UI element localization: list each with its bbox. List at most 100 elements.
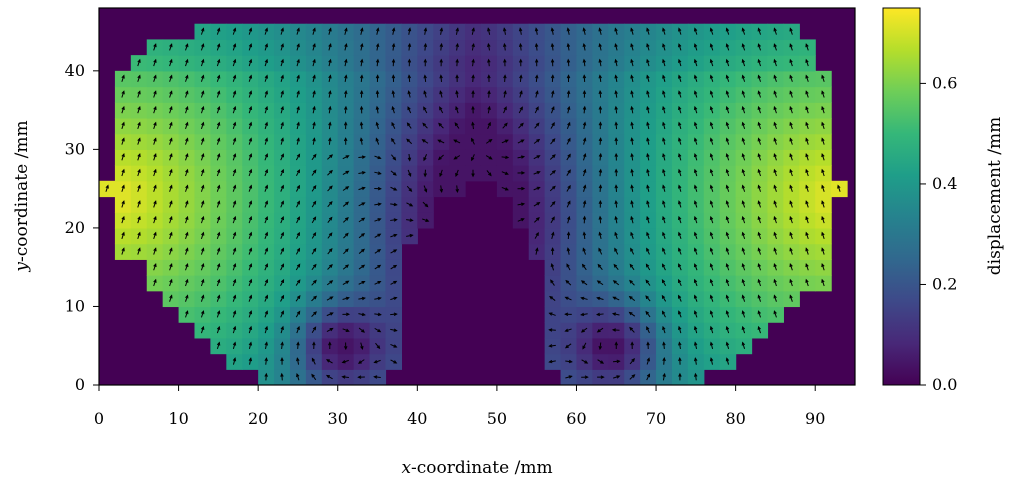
quiver-arrow [342, 296, 350, 301]
quiver-arrow [264, 372, 268, 381]
quiver-arrow [773, 105, 777, 114]
quiver-arrow [342, 201, 350, 207]
quiver-arrow [725, 90, 730, 98]
quiver-arrow [757, 74, 762, 82]
quiver-arrow [421, 139, 429, 144]
quiver-arrow [359, 121, 364, 130]
quiver-arrow [693, 137, 698, 145]
quiver-arrow [248, 357, 253, 365]
quiver-arrow [358, 186, 366, 191]
quiver-arrow [582, 200, 587, 208]
x-tick-label: 70 [646, 409, 666, 428]
quiver-arrow [757, 137, 762, 145]
quiver-arrow [678, 137, 682, 145]
quiver-arrow [295, 263, 301, 271]
quiver-arrow [598, 137, 603, 145]
quiver-arrow [423, 169, 427, 178]
quiver-arrow [596, 327, 604, 333]
quiver-arrow [678, 200, 682, 208]
quiver-arrow [487, 42, 491, 51]
quiver-arrow [264, 184, 269, 192]
quiver-arrow [789, 184, 793, 192]
quiver-arrow [550, 105, 555, 114]
quiver-arrow [646, 74, 650, 82]
quiver-arrow [614, 184, 618, 192]
quiver-arrow [534, 216, 540, 223]
quiver-arrow [566, 169, 571, 176]
quiver-arrow [391, 154, 397, 161]
quiver-arrow [374, 186, 382, 191]
quiver-arrow [661, 279, 667, 286]
quiver-arrow [248, 137, 253, 145]
quiver-arrow [248, 105, 253, 114]
quiver-arrow [678, 184, 682, 192]
quiver-arrow [693, 278, 698, 287]
quiver-arrow [662, 341, 666, 350]
quiver-arrow [391, 137, 396, 145]
quiver-arrow [423, 154, 428, 162]
quiver-arrow [564, 312, 572, 317]
quiver-arrow [216, 325, 221, 334]
quiver-arrow [311, 216, 317, 224]
quiver-arrow [248, 294, 253, 302]
quiver-arrow [423, 74, 427, 82]
quiver-arrow [344, 43, 348, 51]
quiver-arrow [232, 294, 237, 302]
quiver-arrow [630, 74, 634, 82]
quiver-arrow [232, 184, 237, 192]
quiver-arrow [358, 327, 366, 333]
quiver-arrow [232, 105, 237, 114]
quiver-arrow [662, 121, 666, 130]
quiver-arrow [773, 137, 777, 145]
quiver-arrow [280, 43, 284, 51]
quiver-arrow [487, 74, 491, 82]
quiver-arrow [344, 90, 348, 98]
quiver-arrow [280, 121, 284, 130]
quiver-arrow [264, 27, 269, 35]
quiver-arrow [725, 278, 730, 287]
quiver-arrow [439, 58, 443, 67]
quiver-arrow [390, 343, 398, 348]
quiver-arrow [630, 105, 634, 114]
quiver-arrow [693, 168, 698, 177]
quiver-arrow [551, 231, 555, 240]
quiver-arrow [200, 137, 205, 145]
quiver-arrow [375, 105, 380, 114]
quiver-arrow [517, 139, 525, 144]
quiver-arrow [741, 247, 746, 255]
quiver-arrow [185, 58, 189, 67]
quiver-arrow [357, 359, 365, 364]
quiver-arrow [741, 168, 746, 177]
quiver-arrow [534, 27, 539, 35]
quiver-arrow [773, 215, 777, 224]
quiver-arrow [614, 247, 619, 255]
quiver-arrow [646, 247, 650, 255]
quiver-arrow [789, 74, 793, 82]
quiver-arrow [582, 105, 587, 114]
quiver-arrow [630, 168, 634, 177]
quiver-arrow [596, 296, 604, 301]
quiver-arrow [773, 278, 777, 287]
quiver-arrow [311, 279, 317, 286]
quiver-arrow [390, 233, 398, 238]
x-axis: 0 10 20 30 40 50 60 70 80 90 [94, 385, 825, 428]
quiver-arrow [327, 232, 333, 239]
quiver-arrow [741, 27, 746, 35]
quiver-arrow [248, 215, 253, 224]
quiver-arrow [327, 264, 333, 270]
quiver-arrow [185, 200, 189, 208]
quiver-arrow [264, 74, 269, 82]
quiver-arrow [566, 58, 571, 67]
quiver-arrow [327, 216, 333, 223]
quiver-arrow [550, 216, 555, 224]
quiver-arrow [264, 263, 269, 271]
quiver-arrow [821, 168, 825, 177]
quiver-arrow [327, 169, 333, 176]
quiver-arrow [280, 184, 284, 192]
quiver-arrow [295, 310, 301, 318]
quiver-arrow [502, 27, 507, 35]
quiver-arrow [390, 280, 398, 285]
quiver-arrow [342, 186, 350, 191]
quiver-arrow [725, 231, 730, 240]
quiver-arrow [564, 296, 572, 301]
